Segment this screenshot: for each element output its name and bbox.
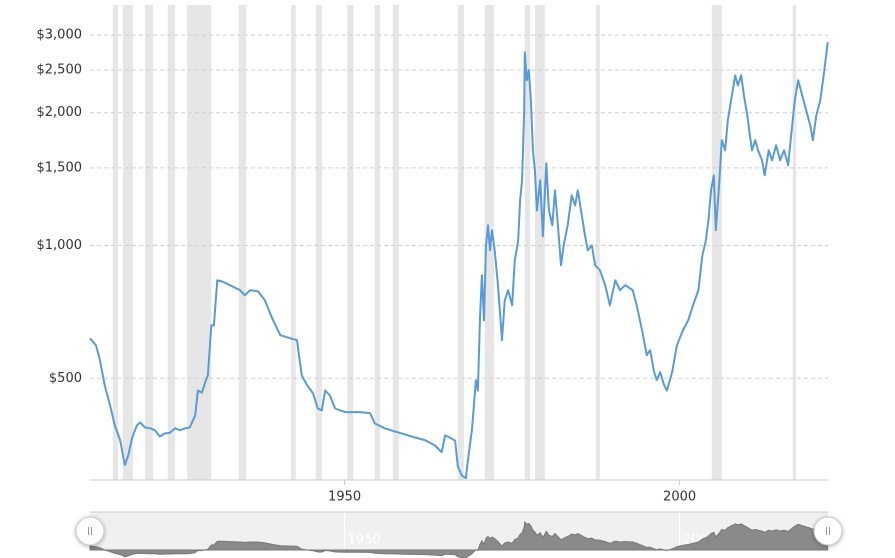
y-tick-label: $3,000 xyxy=(37,28,83,43)
recession-band xyxy=(122,5,133,480)
recession-band xyxy=(187,5,212,480)
price-line xyxy=(89,42,829,480)
recession-band xyxy=(595,5,600,480)
recession-band xyxy=(457,5,464,480)
recession-band xyxy=(290,5,296,480)
recession-band xyxy=(524,5,531,480)
navigator-area xyxy=(89,520,829,558)
y-tick-label: $500 xyxy=(49,371,82,386)
y-tick-label: $1,500 xyxy=(37,160,83,175)
recession-band xyxy=(167,5,176,480)
recession-band xyxy=(711,5,722,480)
recession-band xyxy=(315,5,322,480)
recession-band xyxy=(392,5,399,480)
navigator-handle[interactable] xyxy=(813,516,843,546)
recession-band xyxy=(374,5,381,480)
y-tick-label: $1,000 xyxy=(37,238,83,253)
navigator-label: 1950 xyxy=(348,533,381,548)
x-tick-label: 2000 xyxy=(663,490,696,505)
recession-band xyxy=(792,5,797,480)
recession-band xyxy=(238,5,247,480)
recession-band xyxy=(144,5,153,480)
y-tick-label: $2,000 xyxy=(37,105,83,120)
y-tick-label: $2,500 xyxy=(37,62,83,77)
navigator-handle[interactable] xyxy=(75,516,105,546)
recession-band xyxy=(112,5,119,480)
recession-band xyxy=(534,5,545,480)
x-tick-label: 1950 xyxy=(328,490,361,505)
recession-band xyxy=(347,5,354,480)
